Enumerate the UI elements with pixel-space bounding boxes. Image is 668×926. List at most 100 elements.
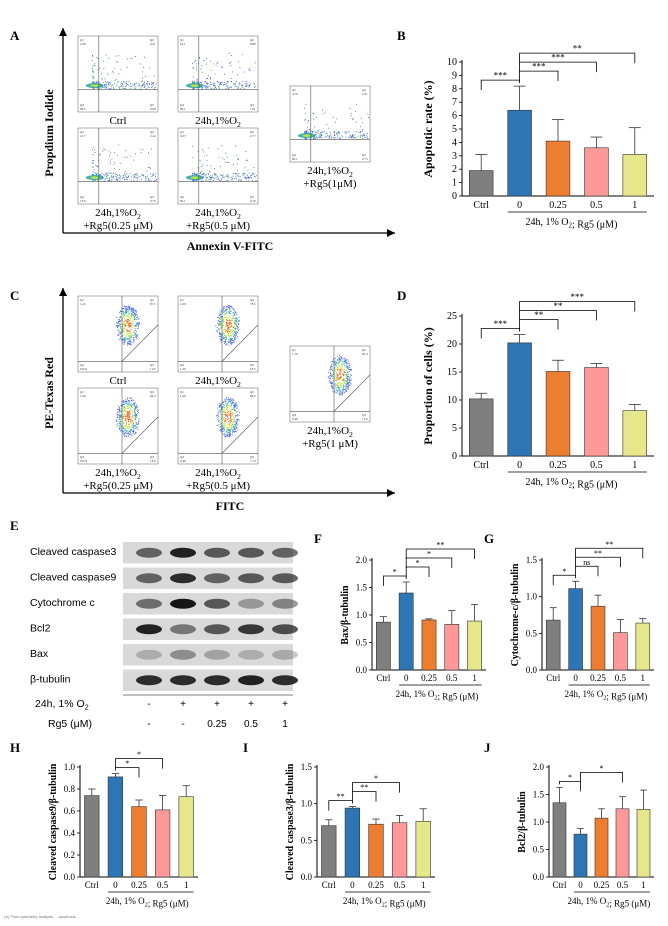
flow-dot [128,330,129,332]
flow-dot [255,180,257,181]
flow-dot [234,82,236,84]
flow-dot [348,378,350,380]
flow-dot [252,173,254,175]
flow-dot [238,419,240,421]
flow-dot [217,322,219,324]
quadrant-label: Q3 [362,153,366,157]
panel-letter-d: D [397,288,406,303]
flow-dot [207,83,209,85]
flow-dot [224,315,226,317]
flow-dot [225,161,226,163]
flow-dot [132,324,134,326]
flow-dot [137,176,139,178]
flow-dot [248,176,250,178]
flow-dot [131,409,133,411]
flow-dot [311,133,313,134]
flow-dot [343,368,345,370]
flow-dot [337,367,339,369]
flow-dot [229,317,231,319]
flow-dot [123,425,125,427]
flow-dot [202,173,204,175]
flow-dot [117,405,119,407]
flow-dot [133,338,135,340]
flow-dot [222,431,223,433]
flow-dot [122,339,124,341]
quadrant-label: Q3 [362,413,366,417]
flow-dot [125,415,127,416]
flow-dot [119,177,121,179]
flow-dot [148,67,150,69]
flow-dot [122,338,124,340]
flow-dot [331,376,332,378]
flow-dot [223,310,224,312]
flow-dot [231,324,233,326]
flow-dot [122,327,124,329]
blot-band [204,624,230,635]
x-tick-label: 0.5 [394,880,406,890]
flow-dot [232,409,234,410]
flow-dot [201,173,203,175]
flow-dot [246,80,248,82]
flow-dot [125,425,127,427]
flow-dot [124,339,125,341]
flow-dot [130,312,132,314]
flow-dot [120,416,122,418]
flow-dot [237,87,239,89]
flow-dot [96,82,98,83]
flow-dot [230,305,231,307]
flow-dot [341,380,343,382]
flow-dot [241,84,243,86]
flow-dot [116,154,118,156]
quadrant-value: 0.48 [292,417,298,421]
flow-dot [136,319,138,320]
flow-dot [218,415,220,417]
flow-dot [224,411,226,413]
flow-dot [220,335,222,337]
flow-dot [226,434,228,436]
flow-dot [308,129,310,130]
flow-dot [345,386,347,388]
flow-dot [233,314,235,315]
flow-dot [126,428,128,429]
flow-dot [210,177,212,179]
flow-dot [229,331,231,333]
flow-dot [237,86,239,88]
flow-dot [348,381,350,383]
flow-dot [143,175,144,177]
flow-dot [222,338,224,339]
flow-dot [330,136,332,138]
y-tick-label: 0.8 [64,784,76,794]
flow-dot [137,178,139,179]
flow-dot [345,381,347,383]
group-label: 24h, 1% O2; Rg5 (μM) [567,896,650,908]
flow-dot [132,420,134,422]
flow-dot [118,409,120,411]
flow-dot [134,427,136,429]
flow-dot [135,310,137,312]
flow-dot [231,81,233,83]
flow-dot [122,420,123,422]
flow-dot [130,334,132,336]
flow-dot [131,418,133,420]
flow-dot [122,404,124,406]
flow-dot [125,150,127,152]
flow-dot [121,339,122,341]
flow-dot [225,305,227,307]
flow-dot [346,366,348,367]
flow-dot [125,310,127,312]
flow-dot [115,175,117,177]
flow-dot [334,131,336,133]
x-tick-label: 1 [472,673,477,683]
flow-dot [238,175,240,177]
flow-dot [142,84,144,86]
flow-dot [126,156,128,158]
flow-dot [228,404,230,406]
flow-dot [125,315,127,317]
y-tick-label: 0.5 [533,845,545,855]
flow-dot [330,371,331,373]
flow-dot [135,334,137,336]
flow-dot [350,137,352,139]
flow-dot [109,163,111,165]
flow-dot [216,415,217,417]
